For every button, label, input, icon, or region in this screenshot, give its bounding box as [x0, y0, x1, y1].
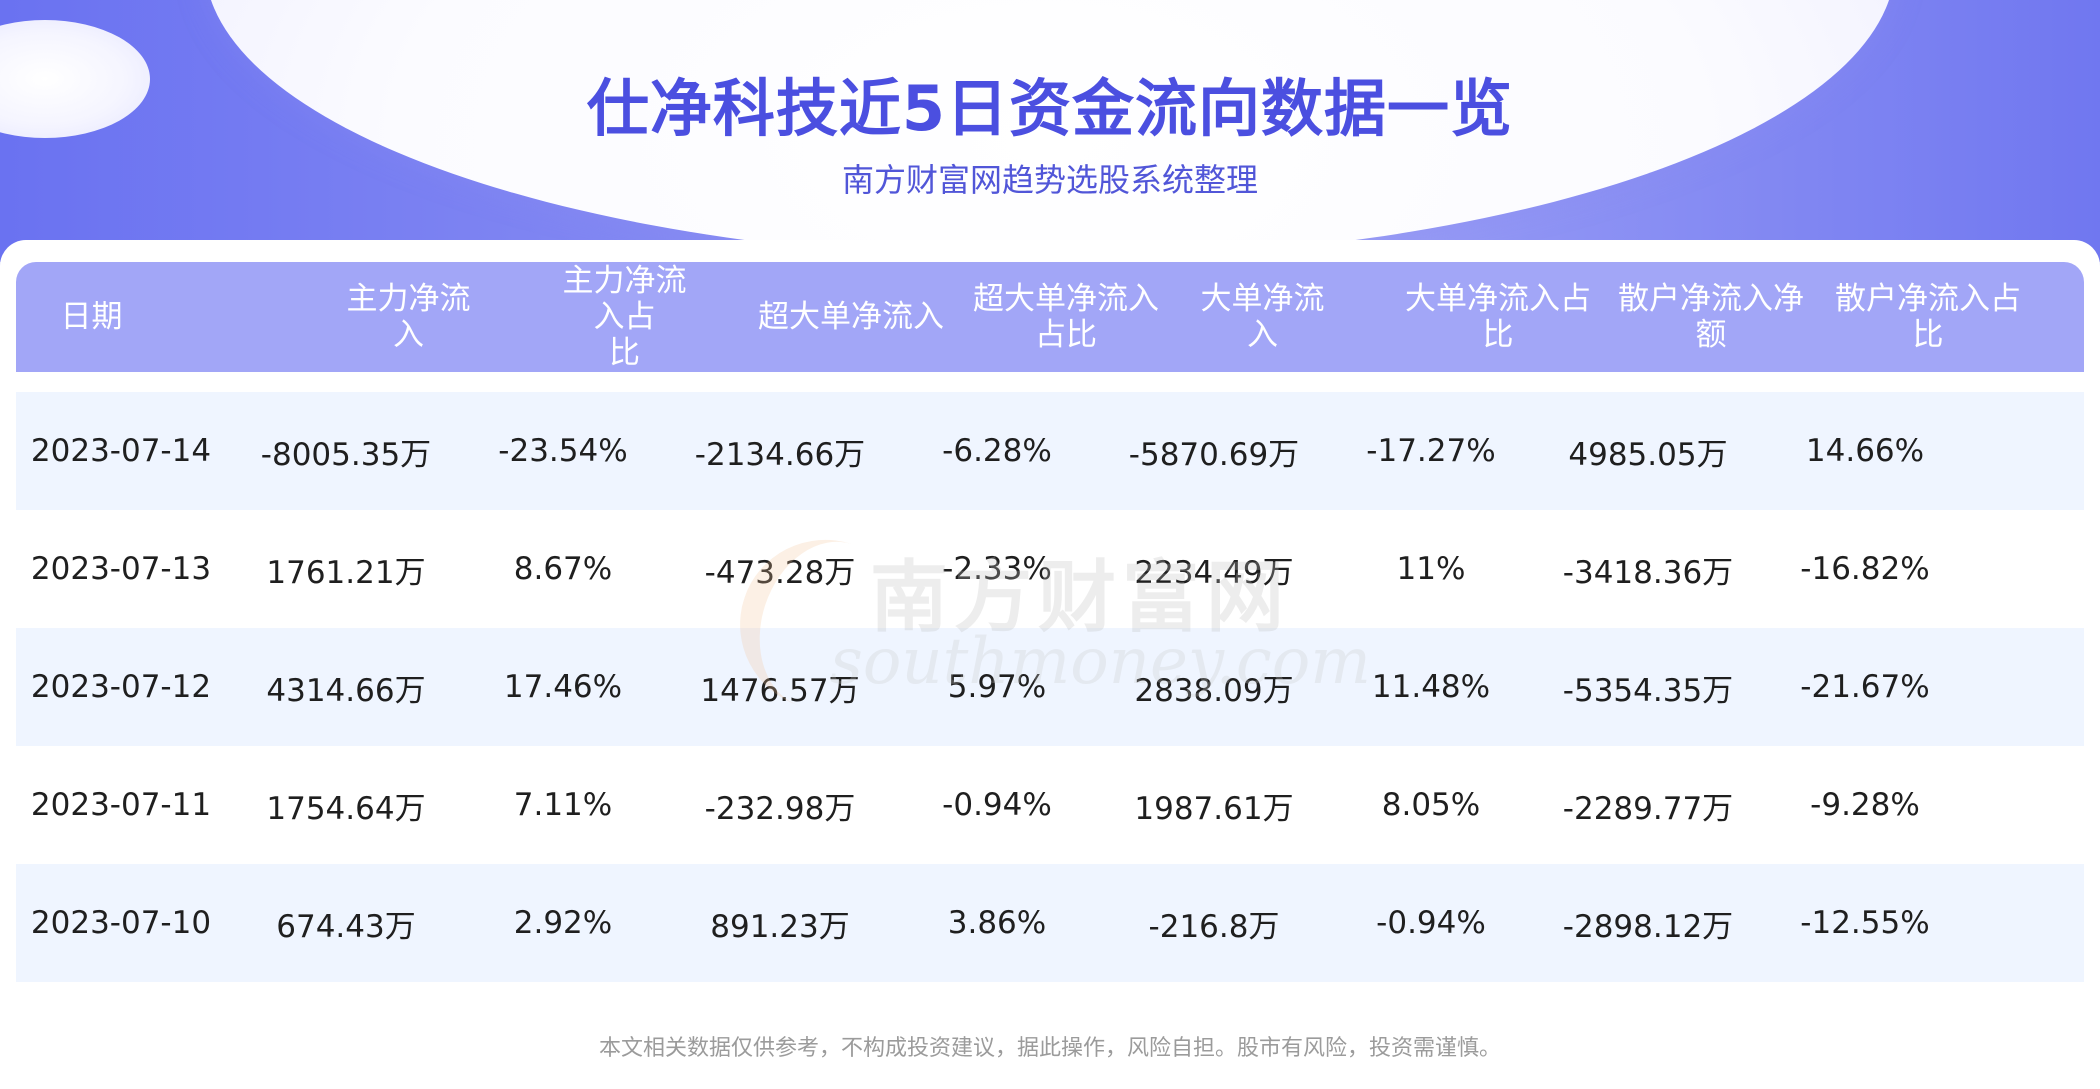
cell-main-net-inflow: 1754.64万 [266, 790, 426, 827]
cell-super-large-net-inflow: -232.98万 [704, 790, 856, 827]
cell-date: 2023-07-13 [30, 551, 212, 587]
cell-retail-net-inflow-ratio: -9.28% [1810, 787, 1920, 823]
cell-main-net-inflow-ratio: 7.11% [513, 787, 613, 823]
cell-large-net-inflow-ratio: 11% [1396, 551, 1466, 587]
table-row: 2023-07-14 -8005.35万 -23.54% -2134.66万 -… [16, 392, 2084, 510]
table-row: 2023-07-12 4314.66万 17.46% 1476.57万 5.97… [16, 628, 2084, 746]
header-date: 日期 [60, 299, 123, 335]
cell-super-large-net-inflow-ratio: -6.28% [942, 433, 1052, 469]
header-super-large-net-inflow-ratio: 超大单净流入 占比 [973, 281, 1159, 353]
page-title: 仕净科技近5日资金流向数据一览 [586, 72, 1514, 145]
cell-super-large-net-inflow-ratio: 3.86% [947, 905, 1047, 941]
table-row: 2023-07-13 1761.21万 8.67% -473.28万 -2.33… [16, 510, 2084, 628]
cell-date: 2023-07-12 [30, 669, 212, 705]
cell-main-net-inflow: 674.43万 [276, 908, 416, 945]
cell-retail-net-inflow-ratio: 14.66% [1805, 433, 1925, 469]
header-main-net-inflow: 主力净流入 [346, 281, 471, 353]
cell-super-large-net-inflow-ratio: -2.33% [942, 551, 1052, 587]
header-retail-net-inflow-ratio: 散户净流入占比 [1835, 281, 2021, 353]
cell-retail-net-inflow: -5354.35万 [1562, 672, 1734, 709]
cell-date: 2023-07-14 [30, 433, 212, 469]
cell-retail-net-inflow-ratio: -16.82% [1800, 551, 1930, 587]
cell-super-large-net-inflow: -2134.66万 [694, 436, 866, 473]
cell-super-large-net-inflow: 1476.57万 [700, 672, 860, 709]
cell-large-net-inflow-ratio: -0.94% [1376, 905, 1486, 941]
header-large-net-inflow-ratio: 大单净流入占比 [1405, 281, 1591, 353]
disclaimer: 本文相关数据仅供参考，不构成投资建议，据此操作，风险自担。股市有风险，投资需谨慎… [598, 1036, 1501, 1061]
cell-large-net-inflow-ratio: 8.05% [1381, 787, 1481, 823]
cell-retail-net-inflow-ratio: -12.55% [1800, 905, 1930, 941]
cell-large-net-inflow: -216.8万 [1148, 908, 1280, 945]
table-header: 日期 主力净流入 主力净流入占比 超大单净流入 超大单净流入 占比 大单净流入 大… [16, 262, 2084, 372]
cell-retail-net-inflow: 4985.05万 [1568, 436, 1728, 473]
cell-super-large-net-inflow: 891.23万 [710, 908, 850, 945]
cell-super-large-net-inflow-ratio: 5.97% [947, 669, 1047, 705]
cell-retail-net-inflow: -3418.36万 [1562, 554, 1734, 591]
cell-super-large-net-inflow: -473.28万 [704, 554, 856, 591]
cell-main-net-inflow-ratio: 8.67% [513, 551, 613, 587]
cell-large-net-inflow: -5870.69万 [1128, 436, 1300, 473]
cell-retail-net-inflow-ratio: -21.67% [1800, 669, 1930, 705]
table-row: 2023-07-10 674.43万 2.92% 891.23万 3.86% -… [16, 864, 2084, 982]
cell-retail-net-inflow: -2898.12万 [1562, 908, 1734, 945]
table-row: 2023-07-11 1754.64万 7.11% -232.98万 -0.94… [16, 746, 2084, 864]
cell-main-net-inflow: 4314.66万 [266, 672, 426, 709]
cell-date: 2023-07-11 [30, 787, 212, 823]
cell-large-net-inflow-ratio: 11.48% [1371, 669, 1491, 705]
cell-date: 2023-07-10 [30, 905, 212, 941]
cell-large-net-inflow: 2838.09万 [1134, 672, 1294, 709]
header-super-large-net-inflow: 超大单净流入 [758, 299, 944, 335]
cell-main-net-inflow-ratio: -23.54% [498, 433, 628, 469]
cell-main-net-inflow: -8005.35万 [260, 436, 432, 473]
cell-large-net-inflow-ratio: -17.27% [1366, 433, 1496, 469]
cell-retail-net-inflow: -2289.77万 [1562, 790, 1734, 827]
cell-main-net-inflow: 1761.21万 [266, 554, 426, 591]
cell-large-net-inflow: 2234.49万 [1134, 554, 1294, 591]
header-main-net-inflow-ratio: 主力净流入占比 [562, 263, 687, 371]
cell-main-net-inflow-ratio: 2.92% [513, 905, 613, 941]
header-retail-net-inflow: 散户净流入净额 [1618, 281, 1804, 353]
cell-super-large-net-inflow-ratio: -0.94% [942, 787, 1052, 823]
header-large-net-inflow: 大单净流入 [1200, 281, 1325, 353]
page-subtitle: 南方财富网趋势选股系统整理 [841, 161, 1258, 199]
hero-banner [0, 0, 2100, 262]
cell-main-net-inflow-ratio: 17.46% [503, 669, 623, 705]
cell-large-net-inflow: 1987.61万 [1134, 790, 1294, 827]
